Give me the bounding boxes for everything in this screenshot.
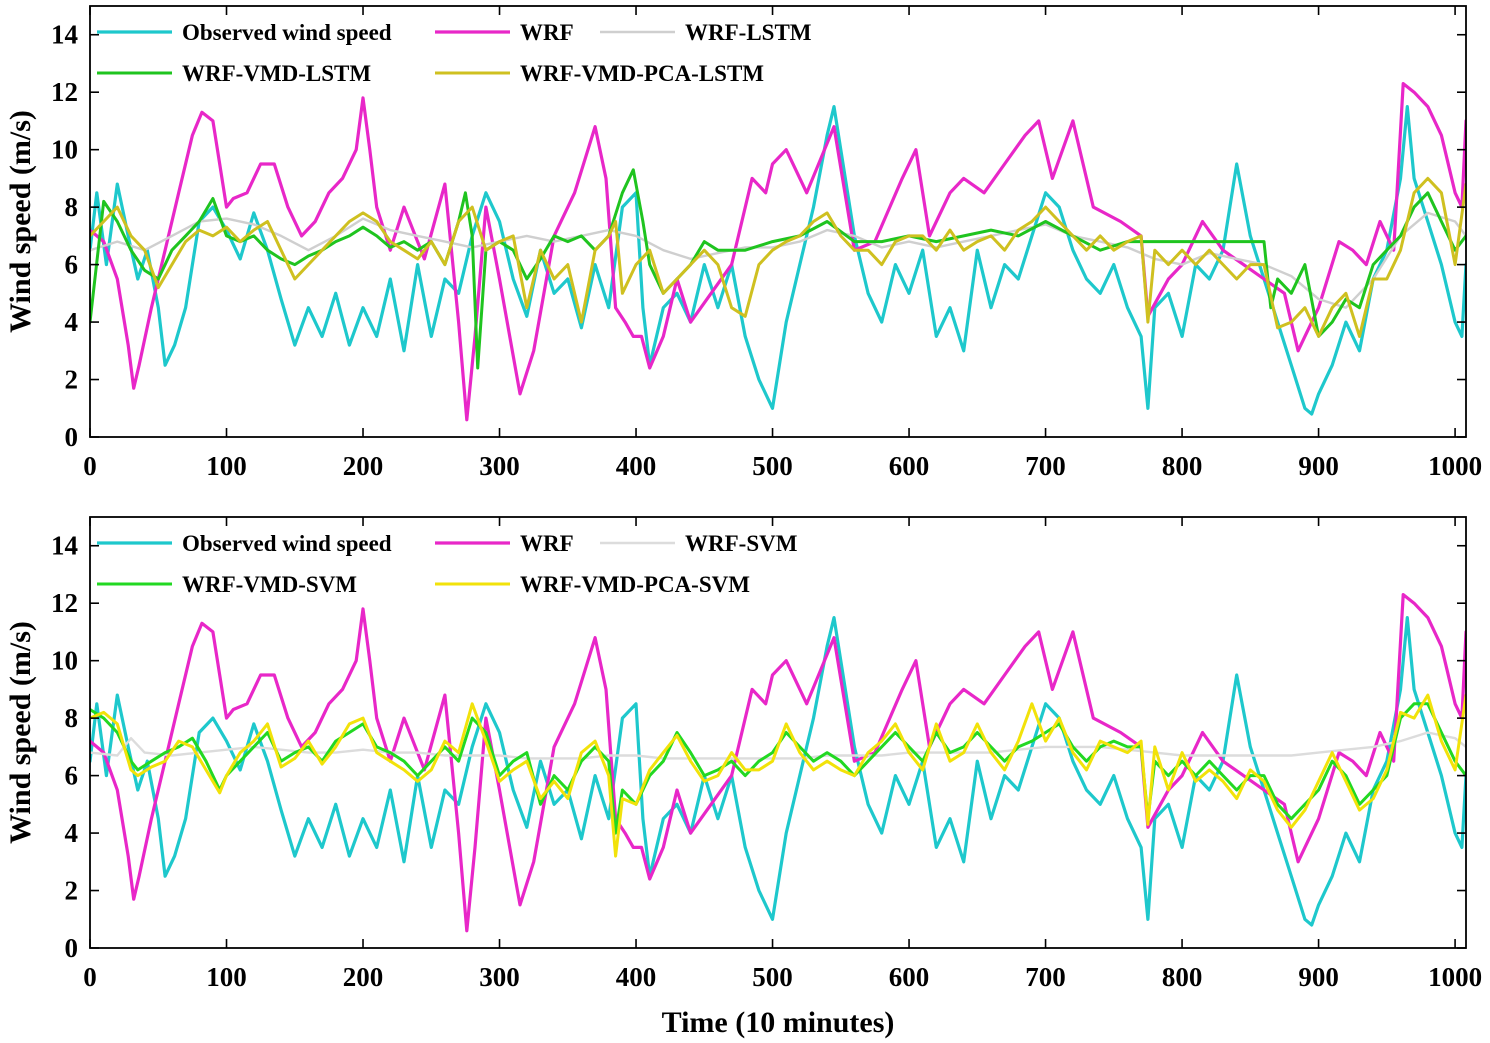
series-line-observed-wind-speed — [90, 615, 1466, 927]
y-tick-label: 8 — [65, 703, 79, 733]
y-tick-label: 14 — [51, 531, 78, 561]
y-tick-label: 10 — [51, 646, 78, 676]
y-tick-label: 4 — [65, 307, 79, 337]
x-tick-label: 500 — [752, 451, 793, 481]
legend-label-wrf-vmd-lstm: WRF-VMD-LSTM — [182, 61, 371, 86]
y-tick-label: 8 — [65, 192, 79, 222]
series-line-wrf-vmd-pca-svm — [90, 693, 1466, 858]
legend-label-wrf-vmd-pca-lstm: WRF-VMD-PCA-LSTM — [520, 61, 764, 86]
x-tick-label: 800 — [1162, 451, 1203, 481]
x-tick-label: 400 — [616, 962, 657, 992]
plot-frame — [89, 516, 1467, 949]
y-axis-label: Wind speed (m/s) — [4, 621, 37, 844]
x-tick-label: 200 — [343, 451, 384, 481]
legend-label-wrf-svm: WRF-SVM — [685, 531, 798, 556]
x-tick-label: 1000 — [1428, 451, 1482, 481]
y-axis-label: Wind speed (m/s) — [4, 110, 37, 333]
x-tick-label: 0 — [83, 962, 97, 992]
series-line-wrf-vmd-lstm — [90, 168, 1466, 370]
x-tick-label: 300 — [479, 962, 520, 992]
x-axis-label: Time (10 minutes) — [662, 1006, 895, 1039]
legend-label-wrf: WRF — [520, 531, 574, 556]
y-tick-label: 4 — [65, 818, 79, 848]
plot-frame — [89, 5, 1467, 438]
series-line-observed-wind-speed — [90, 104, 1466, 416]
legend-label-wrf-lstm: WRF-LSTM — [685, 20, 812, 45]
x-tick-label: 600 — [889, 962, 930, 992]
x-tick-label: 400 — [616, 451, 657, 481]
legend-label-wrf-vmd-svm: WRF-VMD-SVM — [182, 572, 357, 597]
y-tick-label: 14 — [51, 20, 78, 50]
x-tick-label: 800 — [1162, 962, 1203, 992]
chart-panel-bottom: 0 100 200 300 400 500 600 700 800 900 1000 0 2 4 6 8 10 1… — [4, 516, 1482, 1039]
x-tick-label: 100 — [206, 451, 247, 481]
y-tick-label: 6 — [65, 250, 79, 280]
series-line-wrf-lstm — [90, 211, 1466, 309]
y-tick-label: 6 — [65, 761, 79, 791]
y-tick-label: 0 — [65, 422, 79, 452]
y-tick-label: 0 — [65, 933, 79, 963]
legend: Observed wind speed WRF WRF-SVM WRF-VMD-SVM… — [97, 531, 798, 597]
y-tick-label: 2 — [65, 876, 79, 906]
y-tick-label: 2 — [65, 365, 79, 395]
y-tick-label: 12 — [51, 77, 78, 107]
x-tick-label: 300 — [479, 451, 520, 481]
x-tick-label: 700 — [1025, 451, 1066, 481]
chart-panel-top: 0 100 200 300 400 500 600 700 800 900 1000 0 2 4 6 8 10 1… — [4, 5, 1482, 481]
legend: Observed wind speed WRF WRF-LSTM WRF-VMD-LS… — [97, 20, 812, 86]
x-tick-label: 700 — [1025, 962, 1066, 992]
x-tick-label: 200 — [343, 962, 384, 992]
legend-label-observed-wind-speed: Observed wind speed — [182, 20, 392, 45]
x-tick-label: 1000 — [1428, 962, 1482, 992]
legend-label-wrf-vmd-pca-svm: WRF-VMD-PCA-SVM — [520, 572, 750, 597]
x-tick-label: 0 — [83, 451, 97, 481]
series-line-wrf-vmd-pca-lstm — [90, 176, 1466, 338]
x-tick-label: 500 — [752, 962, 793, 992]
series-line-wrf-vmd-svm — [90, 702, 1466, 835]
x-tick-label: 100 — [206, 962, 247, 992]
x-tick-label: 900 — [1298, 962, 1339, 992]
series-line-wrf — [90, 592, 1466, 933]
legend-label-wrf: WRF — [520, 20, 574, 45]
y-tick-label: 10 — [51, 135, 78, 165]
legend-label-observed-wind-speed: Observed wind speed — [182, 531, 392, 556]
series-group — [90, 81, 1466, 422]
x-tick-label: 600 — [889, 451, 930, 481]
series-group — [90, 592, 1466, 933]
y-tick-label: 12 — [51, 588, 78, 618]
x-tick-label: 900 — [1298, 451, 1339, 481]
